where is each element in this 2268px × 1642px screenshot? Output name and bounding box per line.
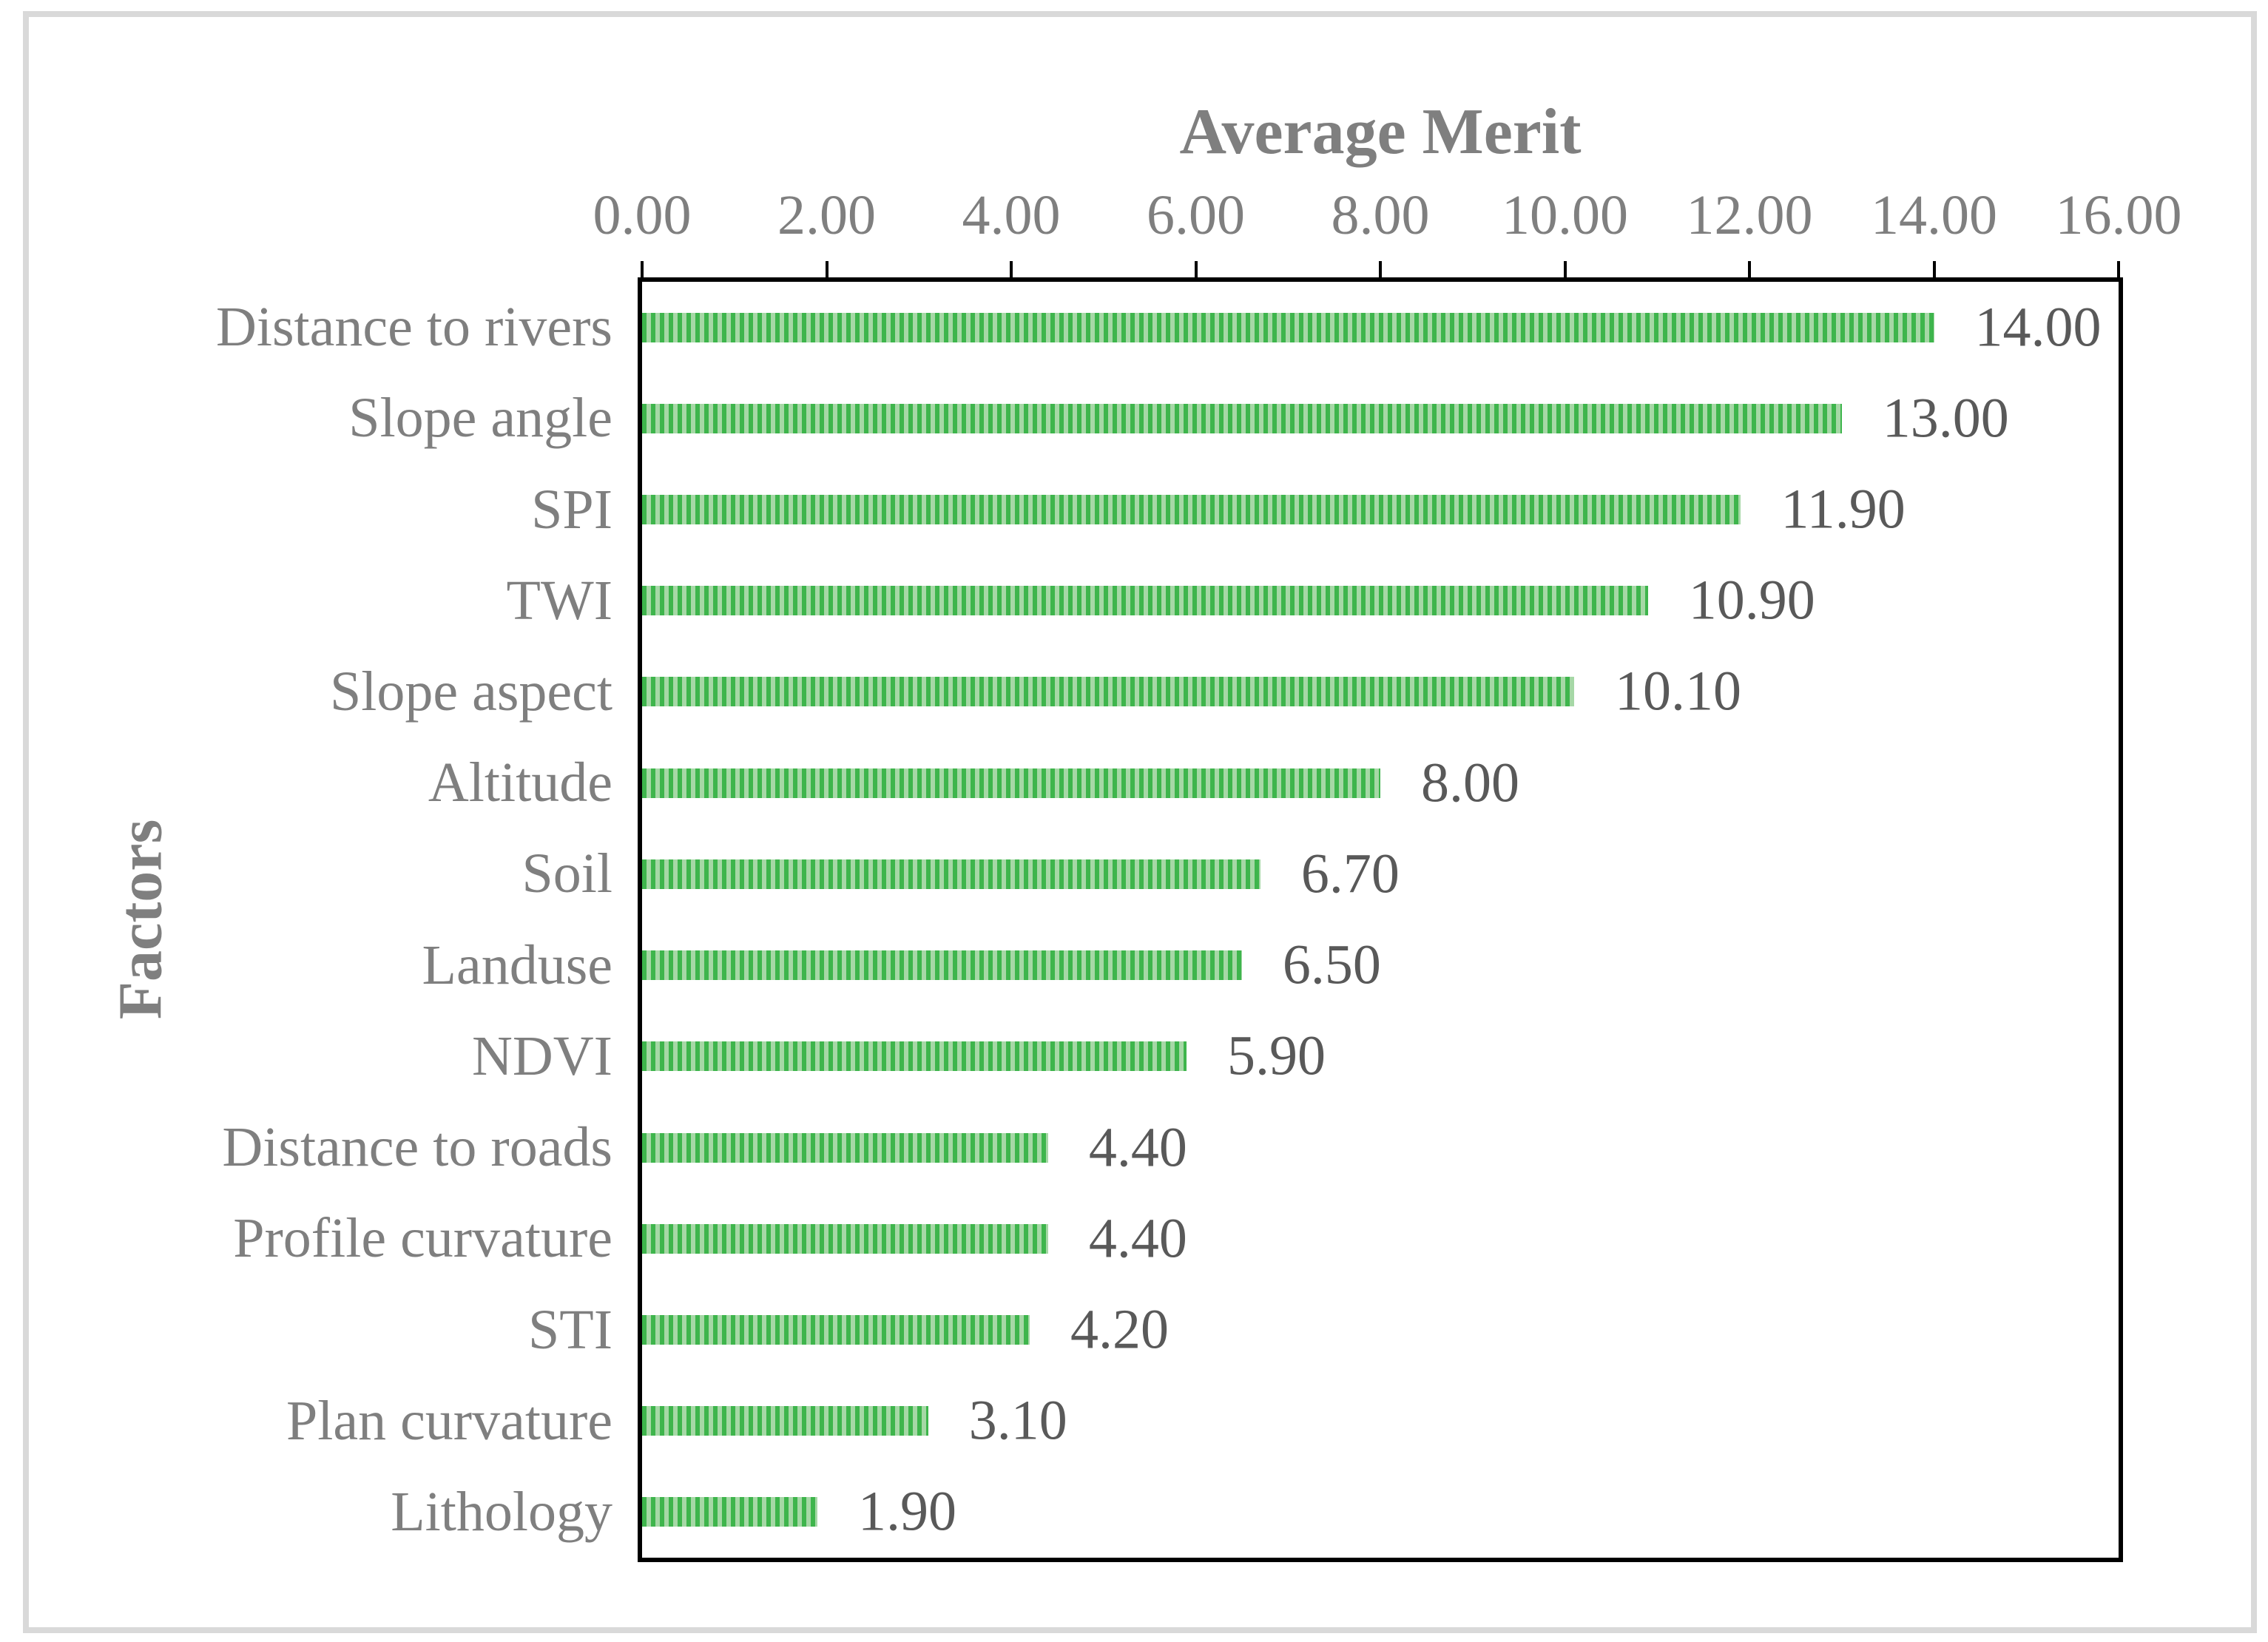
bar: [642, 1223, 1048, 1254]
y-axis-category-label: Plan curvature: [286, 1389, 612, 1452]
bar-row: 6.70: [642, 828, 2119, 919]
x-axis-tick-mark: [1379, 261, 1382, 277]
x-axis-tick-mark: [1010, 261, 1013, 277]
bar-row: 11.90: [642, 464, 2119, 555]
bar-value-label: 10.90: [1688, 569, 1815, 632]
bar: [642, 859, 1260, 889]
y-axis-category-label: Lithology: [391, 1480, 612, 1543]
x-axis-tick-mark: [1563, 261, 1567, 277]
y-axis-category-label: Slope aspect: [329, 660, 612, 723]
bar: [642, 495, 1741, 525]
bar: [642, 312, 1934, 342]
y-axis-category-label: TWI: [506, 569, 612, 632]
x-axis-tick-label: 8.00: [1331, 184, 1430, 246]
x-axis-tick-label: 4.00: [962, 184, 1061, 246]
bar-rows: 14.00 13.00 11.90 10.90 10.10 8.00 6.70 6.50 5.9…: [642, 282, 2119, 1558]
bar: [642, 1315, 1030, 1345]
bar-value-label: 10.10: [1614, 660, 1741, 723]
bar: [642, 768, 1380, 798]
bar-value-label: 6.70: [1300, 842, 1400, 905]
bar: [642, 586, 1648, 616]
y-axis-category-label: Landuse: [422, 933, 612, 996]
bar: [642, 950, 1242, 981]
y-axis-category-label: SPI: [531, 478, 612, 541]
x-axis-tick-label: 10.00: [1502, 184, 1628, 246]
bar-row: 4.20: [642, 1284, 2119, 1375]
y-axis-category-label: Distance to rivers: [215, 296, 612, 359]
bar-row: 4.40: [642, 1193, 2119, 1284]
bar-value-label: 5.90: [1227, 1024, 1326, 1087]
bar: [642, 403, 1842, 433]
bar-value-label: 4.20: [1070, 1298, 1169, 1361]
y-axis-category-label: Soil: [522, 842, 613, 905]
bar-value-label: 14.00: [1974, 296, 2102, 359]
x-axis-tick-mark: [825, 261, 828, 277]
bar: [642, 1497, 818, 1527]
bar: [642, 677, 1574, 707]
bar-value-label: 4.40: [1088, 1116, 1187, 1179]
y-axis-category-label: Profile curvature: [233, 1207, 612, 1270]
x-axis-tick-label: 12.00: [1686, 184, 1813, 246]
x-axis-tick-label: 2.00: [777, 184, 876, 246]
bar-value-label: 3.10: [968, 1389, 1067, 1452]
x-axis-tick-label: 0.00: [593, 184, 692, 246]
bar-row: 5.90: [642, 1011, 2119, 1102]
bar-row: 14.00: [642, 282, 2119, 373]
bar-row: 13.00: [642, 373, 2119, 464]
y-axis-category-label: Slope angle: [348, 387, 612, 450]
x-axis-tick-mark: [641, 261, 644, 277]
bar-row: 3.10: [642, 1376, 2119, 1467]
x-axis-tick-label: 6.00: [1147, 184, 1245, 246]
bar-row: 1.90: [642, 1467, 2119, 1558]
bar-row: 8.00: [642, 737, 2119, 828]
y-axis-title: Factors: [106, 819, 175, 1020]
bar-row: 10.90: [642, 555, 2119, 646]
x-axis-tick-mark: [2117, 261, 2120, 277]
x-axis: 0.00 2.00 4.00 6.00 8.00 10.00 12.00 14.00 16.00: [593, 0, 2182, 277]
bar-value-label: 13.00: [1882, 387, 2009, 450]
bar: [642, 1132, 1048, 1163]
plot-area: 14.00 13.00 11.90 10.90 10.10 8.00 6.70 6.50 5.9…: [638, 277, 2123, 1562]
x-axis-tick-mark: [1748, 261, 1751, 277]
y-axis-category-labels: Distance to rivers Slope angle SPI TWI Slope…: [0, 282, 612, 1558]
x-axis-tick-mark: [1932, 261, 1936, 277]
bar-value-label: 4.40: [1088, 1207, 1187, 1270]
bar-row: 6.50: [642, 920, 2119, 1011]
x-axis-tick-mark: [1194, 261, 1198, 277]
y-axis-category-label: Altitude: [428, 751, 612, 814]
x-axis-tick-label: 16.00: [2055, 184, 2182, 246]
y-axis-category-label: STI: [528, 1298, 612, 1361]
bar-value-label: 6.50: [1282, 933, 1381, 996]
bar: [642, 1406, 928, 1436]
bar-value-label: 11.90: [1781, 478, 1906, 541]
x-axis-tick-label: 14.00: [1871, 184, 1997, 246]
bar-row: 4.40: [642, 1102, 2119, 1193]
bar-value-label: 1.90: [858, 1480, 957, 1543]
y-axis-category-label: NDVI: [472, 1024, 612, 1087]
bar-row: 10.10: [642, 646, 2119, 737]
y-axis-category-label: Distance to roads: [222, 1116, 612, 1179]
bar-value-label: 8.00: [1421, 751, 1519, 814]
figure-frame: [23, 11, 2257, 1633]
chart-title: Average Merit: [1179, 96, 1582, 168]
bar: [642, 1041, 1187, 1072]
